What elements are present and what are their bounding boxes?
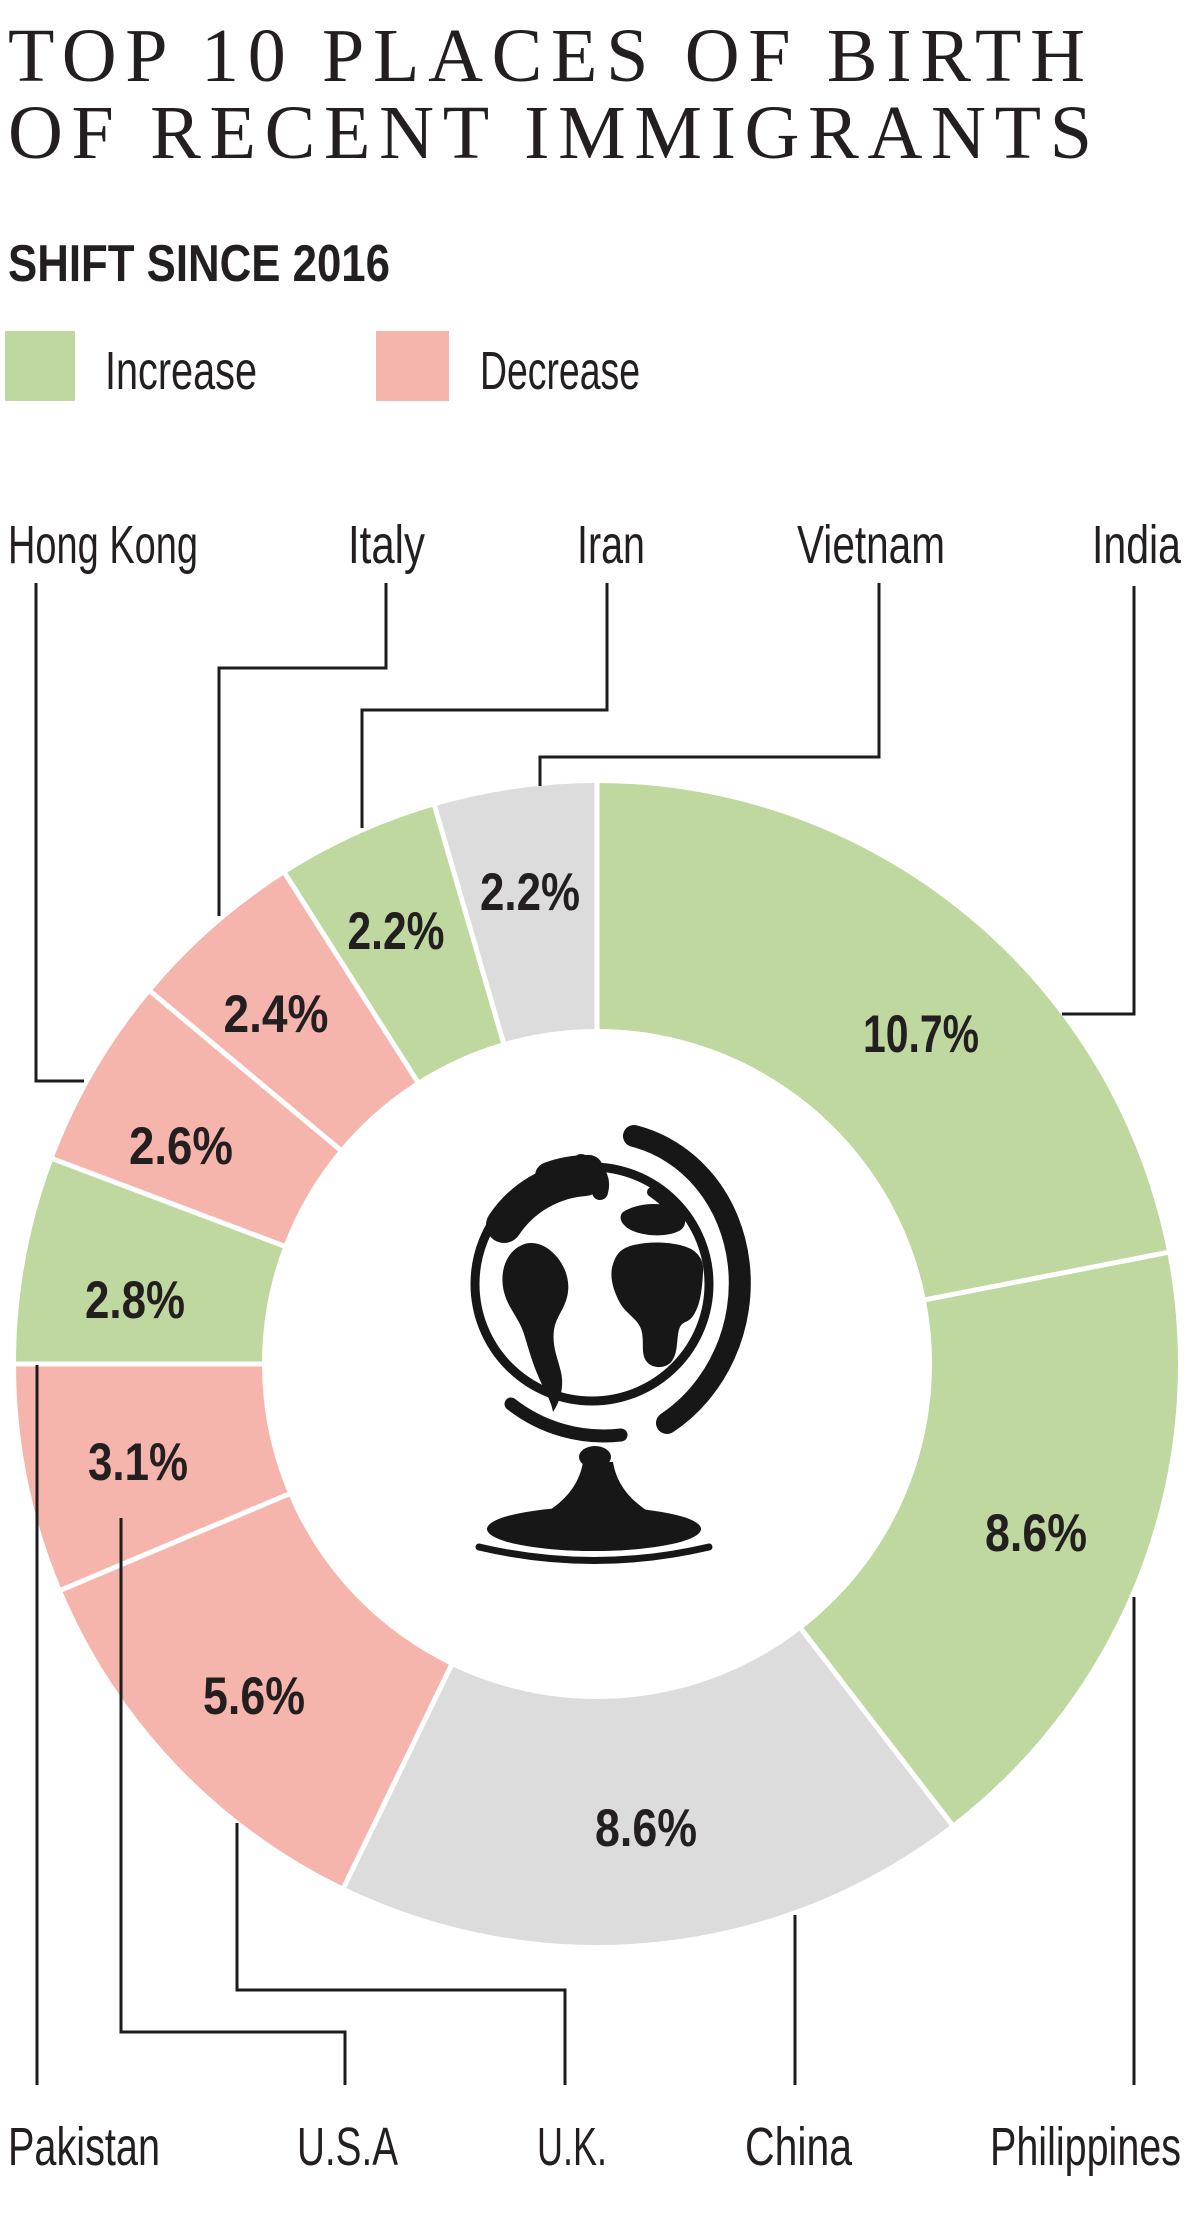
svg-text:8.6%: 8.6% — [985, 1504, 1087, 1563]
svg-text:U.K.: U.K. — [537, 2117, 607, 2177]
svg-text:U.S.A: U.S.A — [297, 2117, 398, 2177]
svg-text:Decrease: Decrease — [480, 341, 640, 401]
svg-text:Increase: Increase — [105, 341, 257, 401]
svg-text:2.4%: 2.4% — [224, 985, 329, 1044]
svg-text:Iran: Iran — [577, 515, 645, 575]
svg-text:Vietnam: Vietnam — [797, 515, 945, 575]
svg-text:Italy: Italy — [348, 515, 425, 575]
svg-text:5.6%: 5.6% — [203, 1667, 305, 1726]
svg-text:SHIFT SINCE 2016: SHIFT SINCE 2016 — [8, 235, 390, 293]
svg-text:2.2%: 2.2% — [480, 863, 580, 922]
svg-text:Hong Kong: Hong Kong — [8, 515, 198, 575]
svg-text:3.1%: 3.1% — [88, 1433, 188, 1492]
svg-text:2.6%: 2.6% — [129, 1117, 233, 1176]
svg-text:2.8%: 2.8% — [85, 1271, 185, 1330]
svg-text:10.7%: 10.7% — [863, 1005, 979, 1064]
svg-text:TOP 10 PLACES OF BIRTH: TOP 10 PLACES OF BIRTH — [8, 14, 1085, 98]
svg-text:OF RECENT IMMIGRANTS: OF RECENT IMMIGRANTS — [8, 91, 1092, 175]
svg-text:Pakistan: Pakistan — [8, 2117, 160, 2177]
svg-text:8.6%: 8.6% — [595, 1799, 697, 1858]
svg-text:India: India — [1092, 515, 1182, 575]
svg-text:2.2%: 2.2% — [348, 902, 445, 961]
svg-text:China: China — [745, 2117, 853, 2177]
svg-text:Philippines: Philippines — [990, 2117, 1181, 2177]
